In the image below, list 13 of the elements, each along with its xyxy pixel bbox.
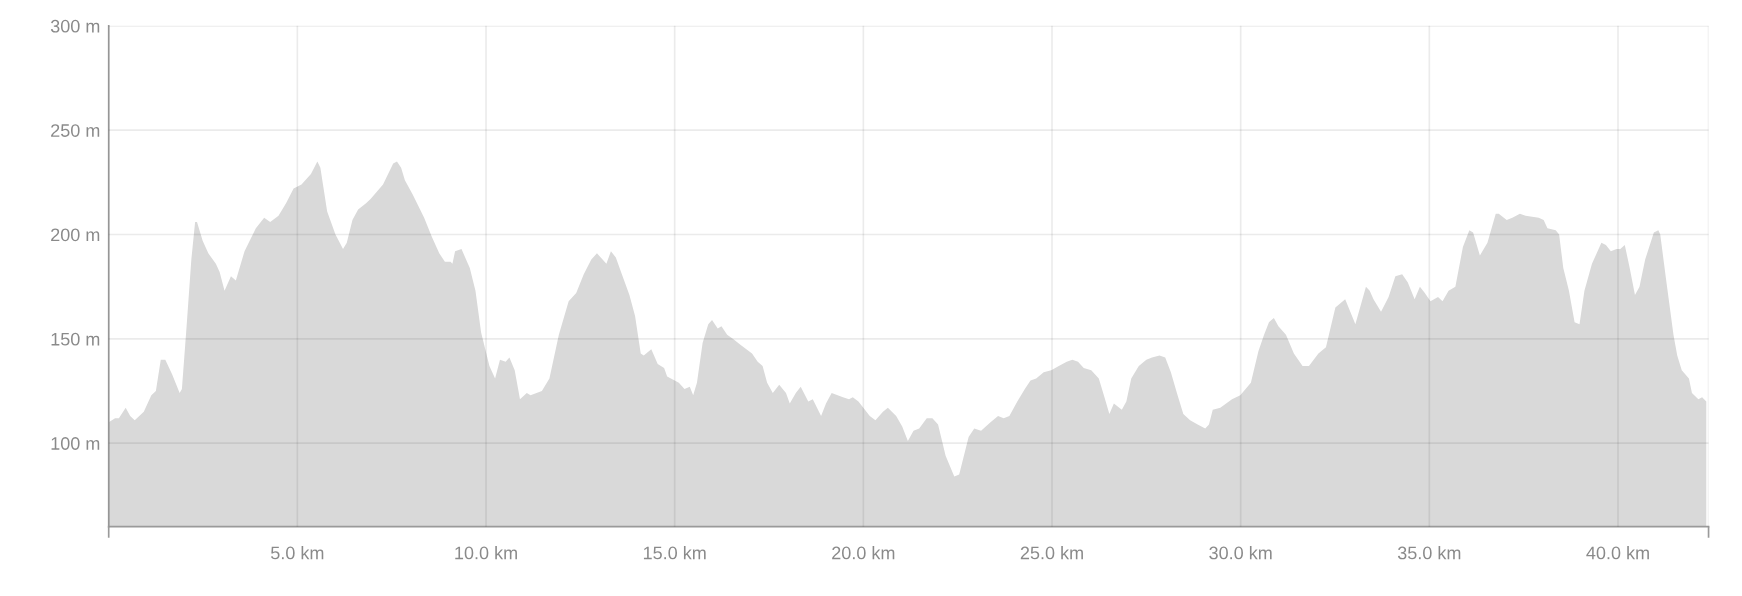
x-tick-label: 15.0 km (643, 546, 706, 560)
x-tick-label: 35.0 km (1397, 546, 1461, 560)
x-tick-label: 40.0 km (1586, 546, 1649, 560)
x-tick-label: 25.0 km (1020, 546, 1083, 560)
y-tick-label: 150 m (51, 332, 100, 346)
x-tick-label: 10.0 km (455, 546, 517, 560)
x-tick-label: 20.0 km (832, 546, 895, 560)
x-tick-label: 5.0 km (270, 546, 324, 560)
x-tick-label: 30.0 km (1209, 546, 1272, 560)
y-tick-label: 100 m (51, 437, 100, 450)
y-tick-label: 300 m (50, 19, 100, 33)
y-tick-label: 200 m (51, 228, 100, 242)
y-tick-label: 250 m (51, 124, 100, 137)
